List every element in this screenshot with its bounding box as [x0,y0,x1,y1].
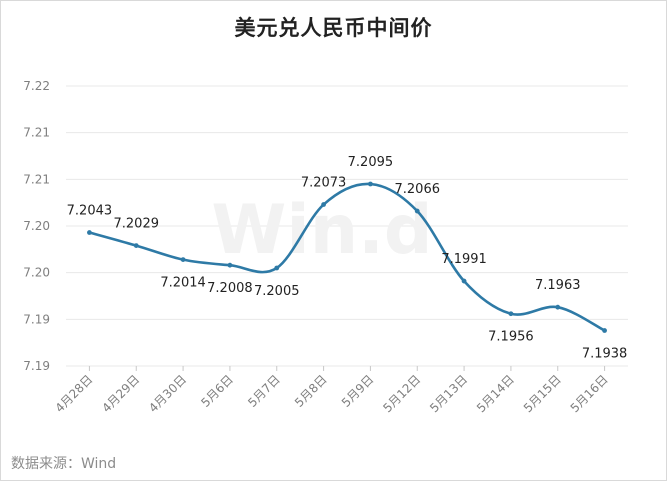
data-label: 7.2095 [348,155,394,170]
y-tick-label: 7.19 [23,359,50,373]
source-value: Wind [81,456,117,472]
data-point [461,278,467,284]
data-point [274,265,280,271]
x-tick-label: 5月7日 [245,372,283,410]
x-tick-label: 5月9日 [339,372,377,410]
data-label: 7.1956 [488,330,534,345]
x-axis-ticks: 4月28日 4月29日 4月30日 5月6日 5月7日 5月8日 5月9日 5月12日 5月13… [52,366,611,415]
y-tick-label: 7.22 [23,79,50,93]
x-tick-label: 5月6日 [198,372,236,410]
x-tick-label: 5月13日 [427,372,470,415]
grid-layer [66,85,628,367]
series-layer [87,181,607,333]
data-label: 7.2008 [207,281,253,296]
data-label: 7.2014 [160,276,206,291]
x-tick-label: 5月15日 [521,372,564,415]
data-point [87,230,92,235]
y-tick-label: 7.19 [23,312,50,326]
data-label: 7.2029 [114,217,160,232]
y-tick-label: 7.21 [23,126,50,140]
x-tick-label: 4月28日 [52,372,95,415]
data-point [368,181,373,187]
chart-title: 美元兑人民币中间价 [234,16,433,40]
y-tick-label: 7.20 [23,219,50,233]
data-label: 7.2073 [301,176,347,191]
data-label: 7.2005 [254,284,300,299]
x-tick-label: 5月12日 [380,372,423,415]
x-tick-label: 5月8日 [292,372,330,410]
x-tick-label: 5月16日 [568,372,611,415]
data-label: 7.1963 [535,278,581,293]
data-point [602,328,607,333]
data-point [227,262,233,268]
data-point [321,202,326,207]
source-note: 数据来源：Wind [11,453,116,473]
y-tick-label: 7.21 [23,172,50,186]
data-point [555,304,561,310]
data-label: 7.2043 [67,204,113,219]
source-label: 数据来源： [11,456,81,472]
data-point [414,208,420,214]
x-tick-label: 4月29日 [99,372,142,415]
data-point [180,257,186,262]
data-label: 7.1991 [441,252,487,267]
x-tick-label: 5月14日 [474,372,517,415]
y-axis-ticks: 7.19 7.19 7.20 7.20 7.21 7.21 7.22 [23,79,50,373]
data-point [508,311,514,317]
data-label: 7.1938 [582,347,628,362]
data-point [133,243,139,249]
data-label: 7.2066 [395,182,441,197]
y-tick-label: 7.20 [23,266,50,280]
x-tick-label: 4月30日 [146,372,189,415]
